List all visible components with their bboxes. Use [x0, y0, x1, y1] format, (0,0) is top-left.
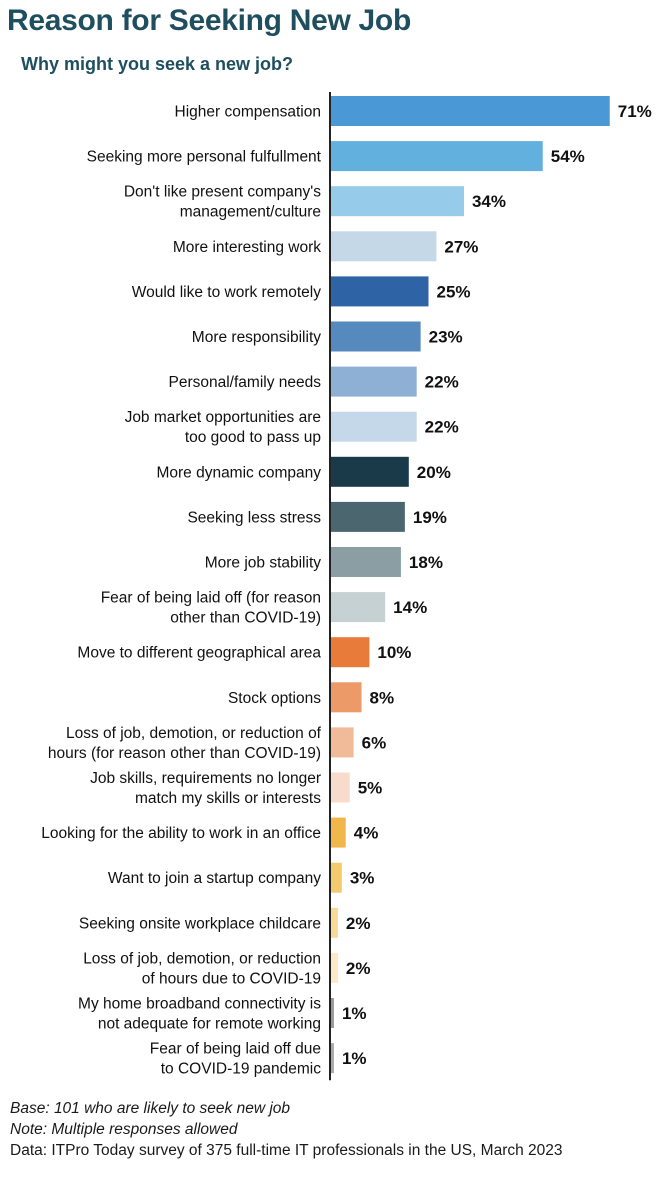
- footer-source: Data: ITPro Today survey of 375 full-tim…: [10, 1142, 563, 1159]
- value-label: 5%: [358, 779, 383, 798]
- bar: [330, 321, 421, 352]
- value-label: 14%: [393, 598, 427, 617]
- value-label: 25%: [437, 282, 471, 301]
- value-label: 23%: [429, 328, 463, 347]
- bar: [330, 727, 354, 758]
- value-label: 2%: [346, 914, 371, 933]
- category-label: Loss of job, demotion, or reduction of ho…: [83, 950, 321, 987]
- value-label: 34%: [472, 192, 506, 211]
- category-label: More job stability: [205, 555, 322, 572]
- value-label: 22%: [425, 418, 459, 437]
- category-label: Loss of job, demotion, or reduction of ho…: [48, 725, 322, 762]
- category-label: Don't like present company's management/c…: [124, 184, 321, 221]
- value-label: 71%: [618, 102, 652, 121]
- bar: [330, 998, 334, 1028]
- chart-subtitle: Why might you seek a new job?: [21, 54, 294, 74]
- chart-footer: Base: 101 who are likely to seek new job…: [10, 1098, 563, 1161]
- value-label: 8%: [370, 688, 395, 707]
- bar: [330, 366, 417, 397]
- value-label: 27%: [444, 237, 478, 256]
- category-label: Personal/family needs: [169, 374, 322, 391]
- value-label: 2%: [346, 959, 371, 978]
- value-label: 54%: [551, 147, 585, 166]
- value-label: 1%: [342, 1049, 367, 1068]
- value-label: 20%: [417, 463, 451, 482]
- bar: [330, 501, 405, 532]
- category-label: Fear of being laid off (for reason other …: [101, 590, 321, 627]
- category-label: My home broadband connectivity is not ade…: [78, 996, 321, 1033]
- bar: [330, 862, 342, 893]
- chart-title: Reason for Seeking New Job: [7, 4, 411, 37]
- bar: [330, 907, 338, 938]
- bar: [330, 682, 362, 713]
- category-label: Higher compensation: [175, 104, 321, 121]
- bar: [330, 276, 429, 307]
- bar: [330, 772, 350, 803]
- value-label: 3%: [350, 869, 375, 888]
- category-label: Seeking onsite workplace childcare: [79, 915, 321, 932]
- bar: [330, 231, 437, 262]
- category-label: More responsibility: [192, 329, 321, 346]
- value-label: 1%: [342, 1004, 367, 1023]
- category-label: Fear of being laid off due to COVID-19 pa…: [150, 1041, 321, 1078]
- value-label: 4%: [354, 824, 379, 843]
- value-label: 22%: [425, 373, 459, 392]
- category-label: Seeking more personal fulfullment: [87, 149, 322, 166]
- value-label: 6%: [362, 733, 387, 752]
- value-label: 10%: [377, 643, 411, 662]
- bar: [330, 952, 338, 983]
- bar: [330, 456, 409, 487]
- bar: [330, 637, 370, 668]
- bar: [330, 96, 610, 126]
- bar: [330, 186, 464, 217]
- bar: [330, 1043, 334, 1074]
- category-label: Looking for the ability to work in an of…: [41, 825, 321, 842]
- bar: [330, 547, 401, 577]
- category-label: Move to different geographical area: [77, 645, 321, 662]
- category-label: More interesting work: [173, 239, 321, 256]
- bar: [330, 592, 386, 623]
- bar-chart: 71% Higher compensation 54% Seeking more pe…: [41, 92, 652, 1081]
- value-label: 18%: [409, 553, 443, 572]
- footer-base: Base: 101 who are likely to seek new job: [10, 1100, 291, 1117]
- category-label: Want to join a startup company: [108, 870, 321, 887]
- bar: [330, 817, 346, 848]
- footer-note: Note: Multiple responses allowed: [10, 1121, 238, 1138]
- category-label: Seeking less stress: [187, 509, 321, 526]
- category-label: Job skills, requirements no longer match …: [90, 770, 321, 807]
- category-label: Job market opportunities are too good to …: [125, 409, 321, 446]
- bar: [330, 141, 543, 172]
- category-label: More dynamic company: [156, 464, 321, 481]
- category-label: Would like to work remotely: [132, 284, 321, 301]
- category-label: Stock options: [228, 690, 321, 707]
- bar: [330, 411, 417, 442]
- value-label: 19%: [413, 508, 447, 527]
